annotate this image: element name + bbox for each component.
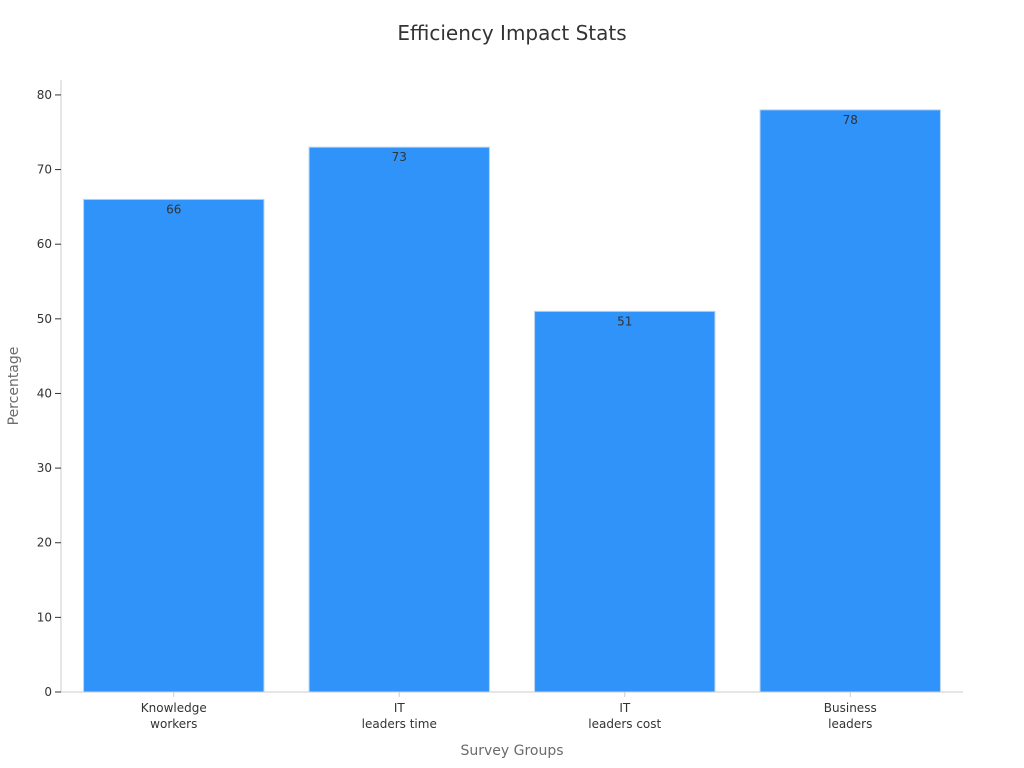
x-tick-label-1-line-1: leaders time [362, 717, 437, 731]
y-tick-label-6: 60 [37, 237, 52, 251]
y-tick-label-3: 30 [37, 461, 52, 475]
bar-value-label-2: 51 [617, 314, 632, 328]
x-tick-label-3-line-1: leaders [828, 717, 872, 731]
x-tick-label-1-line-0: IT [394, 701, 406, 715]
y-tick-label-1: 10 [37, 610, 52, 624]
y-tick-label-0: 0 [44, 685, 52, 699]
y-tick-label-2: 20 [37, 536, 52, 550]
bar-3 [759, 109, 941, 693]
bar-0 [83, 198, 265, 693]
x-tick-label-0-line-0: Knowledge [141, 701, 207, 715]
y-tick-label-5: 50 [37, 312, 52, 326]
chart-title: Efficiency Impact Stats [397, 21, 626, 45]
bar-value-label-1: 73 [392, 150, 407, 164]
y-axis-label: Percentage [6, 347, 22, 426]
bar-1 [308, 146, 490, 693]
bar-value-label-0: 66 [166, 202, 181, 216]
y-tick-label-4: 40 [37, 386, 52, 400]
x-tick-label-3-line-0: Business [824, 701, 877, 715]
x-tick-label-2-line-0: IT [619, 701, 631, 715]
x-tick-label-0-line-1: workers [150, 717, 197, 731]
bars-layer: 66 73 51 78 [83, 109, 941, 693]
y-tick-label-7: 70 [37, 163, 52, 177]
bar-2 [534, 310, 716, 693]
y-tick-label-8: 80 [37, 88, 52, 102]
bar-value-label-3: 78 [843, 113, 858, 127]
x-tick-label-2-line-1: leaders cost [588, 717, 661, 731]
x-axis-label: Survey Groups [460, 743, 563, 759]
axes-layer: Knowledge workers IT leaders time IT leaders … [37, 80, 963, 731]
